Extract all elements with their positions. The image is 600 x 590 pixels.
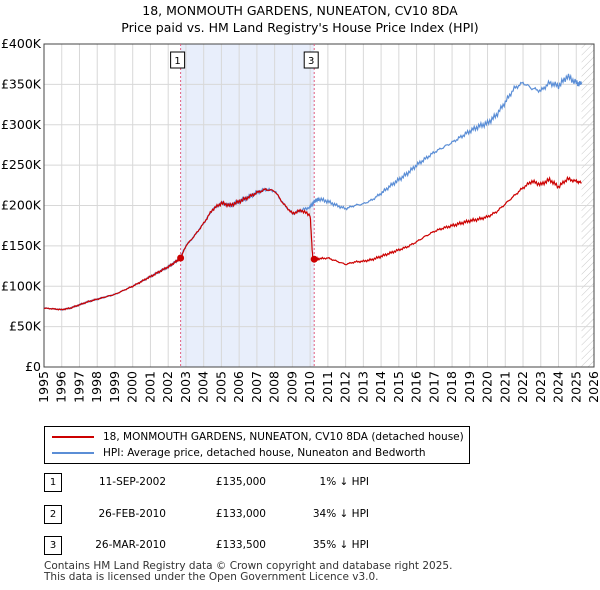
x-tick-label: 2002: [160, 371, 175, 403]
x-tick-label: 1999: [107, 371, 122, 403]
x-tick-label: 2025: [568, 371, 583, 403]
footer-copyright: Contains HM Land Registry data © Crown c…: [44, 560, 453, 572]
sale-row: 1 11-SEP-2002 £135,000 1% ↓ HPI: [44, 472, 564, 492]
chart-title: 18, MONMOUTH GARDENS, NUNEATON, CV10 8DA: [142, 3, 458, 18]
x-tick-label: 2010: [302, 371, 317, 403]
x-tick-label: 2006: [231, 371, 246, 403]
x-tick-label: 2007: [249, 371, 264, 403]
sale-label: 1: [174, 56, 180, 67]
x-tick-label: 2026: [586, 371, 600, 403]
sale-price: £135,000: [215, 476, 266, 488]
x-tick-label: 2018: [444, 371, 459, 403]
x-tick-label: 2019: [462, 371, 477, 403]
sale-date: 26-MAR-2010: [95, 539, 166, 551]
sale-label-box: [303, 51, 319, 69]
sale-price: £133,000: [215, 508, 266, 520]
x-tick-label: 2001: [142, 371, 157, 403]
sale-row: 2 26-FEB-2010 £133,000 34% ↓ HPI: [44, 504, 564, 524]
x-tick-label: 1998: [89, 371, 104, 403]
y-tick-label: £400K: [1, 36, 42, 51]
sale-point: [177, 254, 185, 262]
y-tick-label: £150K: [1, 238, 42, 253]
legend-label-property: 18, MONMOUTH GARDENS, NUNEATON, CV10 8DA…: [103, 431, 464, 443]
chart-subtitle: Price paid vs. HM Land Registry's House …: [121, 20, 478, 35]
sale-point: [310, 255, 318, 263]
x-tick-label: 2021: [497, 371, 512, 403]
y-tick-label: £0: [25, 359, 41, 374]
sale-hpi-diff: 1% ↓ HPI: [319, 476, 369, 488]
legend-swatch-hpi: [52, 452, 94, 454]
x-tick-label: 2023: [533, 371, 548, 403]
legend-label-hpi: HPI: Average price, detached house, Nune…: [103, 447, 426, 459]
footer-licence: This data is licensed under the Open Gov…: [44, 571, 379, 583]
x-tick-label: 2012: [338, 371, 353, 403]
x-tick-label: 2013: [355, 371, 370, 403]
legend: 18, MONMOUTH GARDENS, NUNEATON, CV10 8DA…: [44, 426, 470, 464]
x-tick-label: 2005: [213, 371, 228, 403]
x-tick-label: 2022: [515, 371, 530, 403]
price-chart: 18, MONMOUTH GARDENS, NUNEATON, CV10 8DA…: [1, 3, 600, 403]
y-tick-label: £100K: [1, 278, 42, 293]
x-tick-label: 2016: [409, 371, 424, 403]
x-tick-label: 2020: [480, 371, 495, 403]
x-tick-label: 2015: [391, 371, 406, 403]
sale-label-box: [170, 51, 186, 69]
x-tick-label: 1996: [54, 371, 69, 403]
y-tick-label: £350K: [1, 76, 42, 91]
x-tick-label: 1997: [71, 371, 86, 403]
sale-number: 2: [44, 505, 62, 524]
x-tick-label: 2000: [125, 371, 140, 403]
x-tick-label: 2004: [196, 371, 211, 403]
x-tick-label: 2008: [267, 371, 282, 403]
x-tick-label: 2024: [551, 371, 566, 403]
y-tick-label: £300K: [1, 117, 42, 132]
sale-hpi-diff: 34% ↓ HPI: [312, 508, 369, 520]
x-tick-label: 2011: [320, 371, 335, 403]
footer: Contains HM Land Registry data © Crown c…: [44, 561, 452, 583]
x-tick-label: 2017: [426, 371, 441, 403]
y-tick-label: £50K: [9, 319, 42, 334]
sale-date: 26-FEB-2010: [98, 508, 166, 520]
sale-number: 1: [44, 473, 62, 492]
sale-label: 3: [308, 56, 314, 67]
x-tick-label: 1995: [36, 371, 51, 403]
sale-row: 3 26-MAR-2010 £133,500 35% ↓ HPI: [44, 535, 564, 555]
sale-number: 3: [44, 536, 62, 555]
plot-border: [43, 43, 595, 368]
y-tick-label: £250K: [1, 157, 42, 172]
x-tick-label: 2003: [178, 371, 193, 403]
sale-date: 11-SEP-2002: [98, 476, 166, 488]
y-tick-label: £200K: [1, 198, 42, 213]
x-tick-label: 2014: [373, 371, 388, 403]
sale-price: £133,500: [215, 539, 266, 551]
sale-hpi-diff: 35% ↓ HPI: [312, 539, 369, 551]
legend-swatch-property: [52, 436, 94, 438]
x-tick-label: 2009: [284, 371, 299, 403]
